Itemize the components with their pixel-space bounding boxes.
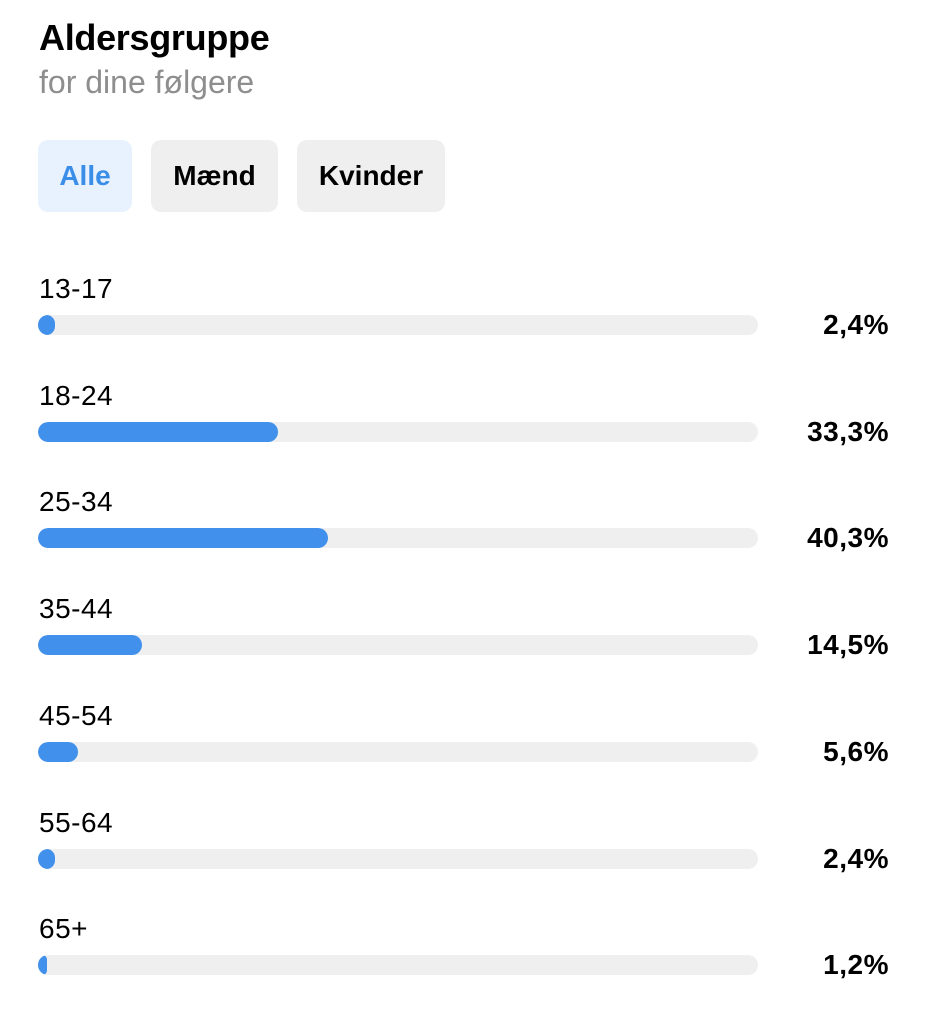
- bar-track: [38, 528, 758, 549]
- percentage-label: 2,4%: [823, 309, 889, 340]
- age-row: 45-54 5,6%: [0, 698, 929, 778]
- bar-fill: [38, 741, 79, 762]
- bar-fill: [38, 315, 56, 335]
- age-group-label: 55-64: [39, 806, 114, 838]
- age-group-label: 45-54: [39, 699, 114, 731]
- bar-track: [38, 955, 758, 976]
- age-group-label: 25-34: [39, 486, 114, 518]
- age-group-label: 65+: [39, 913, 88, 945]
- bar-fill: [38, 421, 278, 442]
- tab-all[interactable]: Alle: [38, 140, 132, 212]
- chart-title: Aldersgruppe: [39, 17, 270, 58]
- bar-track: [38, 848, 758, 869]
- tab-women[interactable]: Kvinder: [297, 140, 445, 212]
- bar-track: [38, 421, 758, 442]
- chart-subtitle: for dine følgere: [39, 64, 255, 100]
- bar-track: [38, 635, 758, 656]
- tab-men[interactable]: Mænd: [151, 140, 278, 212]
- age-row: 13-17 2,4%: [0, 271, 929, 351]
- age-row: 25-34 40,3%: [0, 484, 929, 564]
- age-row: 55-64 2,4%: [0, 805, 929, 885]
- bar-track: [38, 741, 758, 762]
- percentage-label: 2,4%: [823, 842, 889, 874]
- bar-fill: [38, 955, 47, 976]
- percentage-label: 5,6%: [823, 735, 889, 767]
- age-row: 35-44 14,5%: [0, 591, 929, 671]
- percentage-label: 40,3%: [807, 522, 889, 554]
- bar-fill: [38, 635, 143, 656]
- gender-filter-tabs: Alle Mænd Kvinder: [38, 140, 445, 212]
- percentage-label: 1,2%: [823, 949, 889, 981]
- age-row: 65+ 1,2%: [0, 911, 929, 991]
- bar-track: [38, 315, 758, 335]
- age-group-label: 35-44: [39, 593, 114, 625]
- age-group-label: 13-17: [39, 273, 114, 304]
- age-row: 18-24 33,3%: [0, 378, 929, 458]
- percentage-label: 14,5%: [807, 629, 889, 661]
- age-group-label: 18-24: [39, 379, 114, 411]
- bar-fill: [38, 848, 56, 869]
- bar-fill: [38, 528, 329, 549]
- percentage-label: 33,3%: [807, 415, 889, 447]
